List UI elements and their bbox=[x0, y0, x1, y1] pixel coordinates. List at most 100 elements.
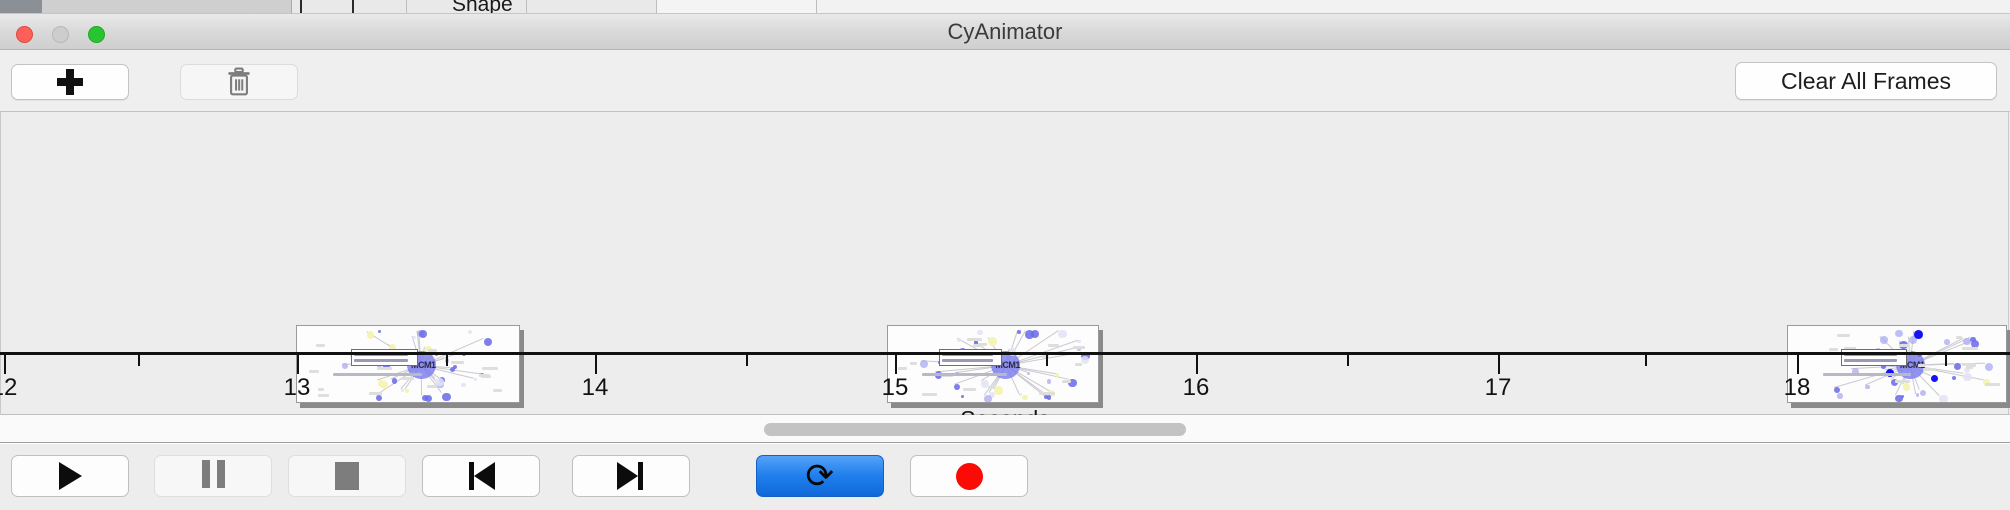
window-title: CyAnimator bbox=[947, 19, 1063, 44]
network-node bbox=[1891, 378, 1899, 386]
pause-button[interactable] bbox=[154, 455, 272, 497]
horizontal-scrollbar[interactable] bbox=[0, 415, 2010, 443]
axis-tick-label: 13 bbox=[283, 374, 311, 401]
network-node bbox=[1031, 330, 1039, 338]
background-window-tick bbox=[352, 0, 354, 14]
network-node-label bbox=[1895, 379, 1911, 383]
network-node bbox=[1951, 375, 1957, 380]
network-node-label bbox=[1961, 362, 1977, 366]
network-node bbox=[435, 377, 444, 387]
network-node bbox=[1025, 330, 1034, 339]
network-node bbox=[1983, 379, 1991, 387]
network-node bbox=[983, 395, 992, 402]
network-node bbox=[405, 388, 410, 393]
network-node bbox=[473, 377, 478, 382]
network-node bbox=[1895, 395, 1903, 402]
network-node-label bbox=[973, 344, 983, 348]
network-node bbox=[1026, 371, 1030, 375]
network-node bbox=[419, 330, 428, 339]
skip-to-start-button[interactable] bbox=[422, 455, 540, 497]
network-node-label bbox=[1829, 347, 1839, 351]
network-node bbox=[425, 395, 433, 402]
network-node bbox=[960, 394, 965, 399]
network-node bbox=[988, 391, 996, 399]
network-node-label bbox=[1061, 380, 1071, 384]
network-node-label bbox=[1075, 363, 1083, 367]
frame-thumbnail[interactable]: MCM1 bbox=[887, 325, 1103, 408]
network-node-label bbox=[1955, 335, 1962, 339]
loop-button[interactable]: ⟲ bbox=[756, 455, 884, 497]
network-node bbox=[412, 335, 416, 340]
network-node bbox=[1930, 375, 1938, 383]
maximize-button[interactable] bbox=[88, 26, 105, 43]
background-window-tick bbox=[300, 0, 302, 14]
network-node bbox=[1068, 378, 1077, 387]
network-node-label bbox=[316, 343, 325, 347]
axis-tick-minor bbox=[446, 355, 448, 366]
loop-icon: ⟲ bbox=[805, 456, 835, 496]
skip-previous-icon bbox=[466, 462, 496, 490]
play-button[interactable] bbox=[11, 455, 129, 497]
network-node-label bbox=[977, 342, 988, 346]
network-node bbox=[1046, 379, 1052, 384]
network-node-label bbox=[1047, 344, 1060, 348]
network-node bbox=[483, 337, 492, 346]
network-annotation-text bbox=[942, 358, 993, 362]
network-node bbox=[1953, 362, 1961, 370]
network-node bbox=[1895, 330, 1903, 338]
axis-tick-minor bbox=[1347, 355, 1349, 366]
network-node bbox=[461, 382, 466, 388]
skip-next-icon bbox=[616, 462, 646, 490]
background-window-strip: Shape bbox=[0, 0, 2010, 14]
frame-thumbnail[interactable]: MCM1 bbox=[296, 325, 524, 408]
network-node bbox=[453, 365, 458, 370]
network-node bbox=[442, 392, 451, 402]
background-window-segment bbox=[42, 0, 292, 14]
axis-tick-label: 15 bbox=[881, 374, 909, 401]
axis-tick-label: 17 bbox=[1484, 374, 1512, 401]
network-node-label bbox=[967, 338, 982, 342]
network-node bbox=[1919, 389, 1927, 397]
network-node bbox=[981, 379, 990, 389]
network-node bbox=[1985, 362, 1994, 371]
stop-button[interactable] bbox=[288, 455, 406, 497]
scrollbar-thumb[interactable] bbox=[763, 423, 1186, 436]
delete-frame-button[interactable] bbox=[180, 64, 298, 100]
network-node bbox=[1944, 339, 1950, 345]
axis-tick-label: 14 bbox=[581, 374, 609, 401]
background-window-segment bbox=[0, 0, 42, 14]
add-frame-button[interactable] bbox=[11, 64, 129, 100]
network-node bbox=[1834, 386, 1841, 393]
axis-tick-minor bbox=[1046, 355, 1048, 366]
close-button[interactable] bbox=[16, 26, 33, 43]
network-node bbox=[1901, 395, 1905, 399]
network-node-label bbox=[480, 375, 491, 379]
network-node bbox=[1837, 393, 1843, 399]
axis-tick-major bbox=[4, 355, 6, 374]
network-node bbox=[341, 363, 348, 370]
axis-tick-minor bbox=[1645, 355, 1647, 366]
axis-tick-label: 16 bbox=[1182, 374, 1210, 401]
network-node-label bbox=[428, 349, 438, 353]
minimize-button[interactable] bbox=[52, 26, 69, 43]
network-node bbox=[377, 379, 385, 387]
background-window-divider bbox=[0, 13, 2010, 14]
axis-tick-major bbox=[895, 355, 897, 374]
timeline-left-edge bbox=[0, 112, 1, 415]
network-node bbox=[1939, 395, 1948, 402]
network-node bbox=[1865, 384, 1870, 390]
title-bar: CyAnimator bbox=[0, 14, 2010, 50]
timeline-right-edge bbox=[2008, 112, 2009, 415]
network-node bbox=[1963, 372, 1972, 382]
frame-thumbnail[interactable]: MCM1 bbox=[1787, 325, 2010, 408]
network-node bbox=[1043, 395, 1049, 400]
network-node bbox=[400, 388, 405, 393]
frame-thumbnail-image: MCM1 bbox=[1787, 325, 2007, 403]
skip-to-end-button[interactable] bbox=[572, 455, 690, 497]
network-node bbox=[1915, 393, 1920, 397]
clear-all-frames-button[interactable]: Clear All Frames bbox=[1735, 62, 1997, 100]
record-button[interactable] bbox=[910, 455, 1028, 497]
network-node-label bbox=[910, 361, 917, 365]
